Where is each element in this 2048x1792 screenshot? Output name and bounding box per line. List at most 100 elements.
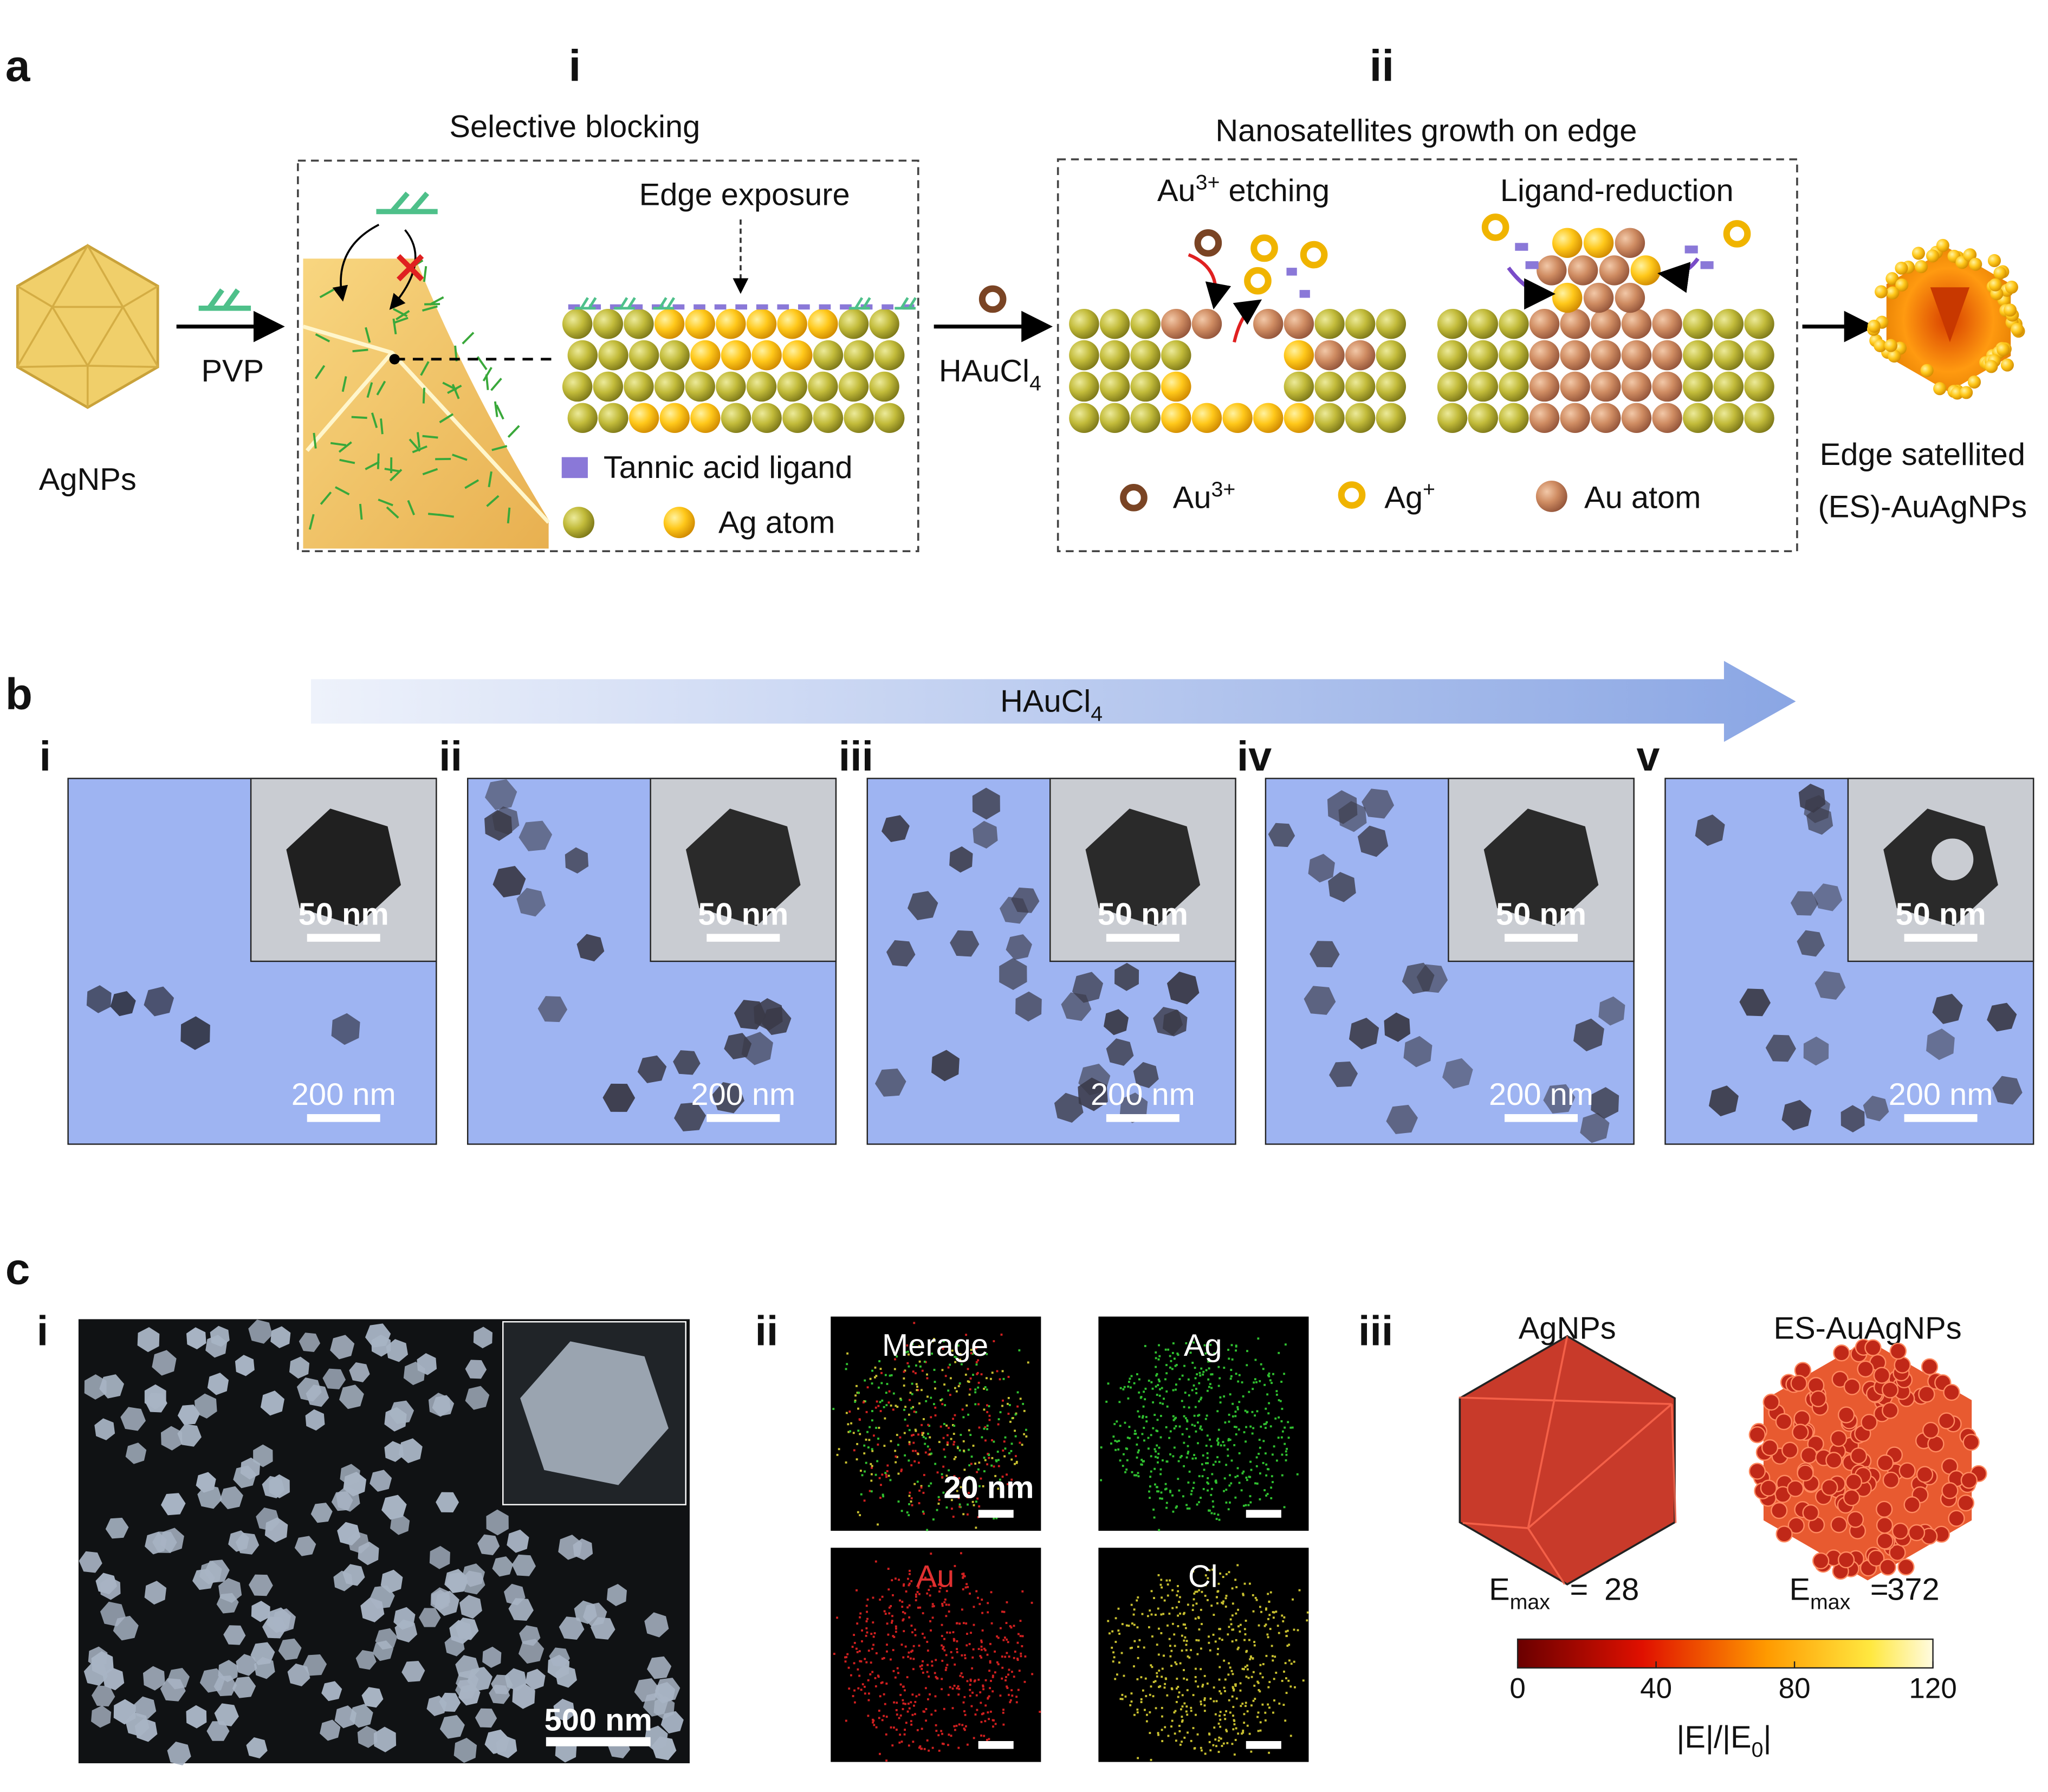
text-part: 200 nm [1489, 1077, 1593, 1112]
atom [1069, 340, 1099, 371]
signal [939, 1399, 942, 1401]
signal [1175, 1663, 1178, 1666]
signal [895, 1405, 897, 1407]
signal [1144, 1709, 1146, 1711]
sem-particle [435, 1590, 459, 1616]
sem-particle [160, 1493, 186, 1516]
signal [917, 1453, 919, 1455]
text-part: 200 nm [291, 1077, 396, 1112]
signal [836, 1453, 839, 1456]
signal [874, 1677, 877, 1679]
signal [1272, 1616, 1275, 1619]
signal [951, 1349, 954, 1352]
signal [1209, 1749, 1212, 1752]
satellite [1861, 1414, 1878, 1431]
signal [1215, 1479, 1217, 1482]
signal [1273, 1445, 1275, 1448]
text-part: AgNPs [39, 462, 137, 497]
signal [1196, 1421, 1199, 1424]
panel-label: b [5, 670, 33, 719]
signal [1203, 1704, 1206, 1707]
signal [1203, 1699, 1206, 1702]
signal [961, 1724, 964, 1726]
satellite [1868, 1549, 1885, 1567]
signal [989, 1687, 991, 1690]
signal [1283, 1506, 1286, 1509]
signal [890, 1440, 892, 1442]
signal [1177, 1354, 1179, 1356]
sem-particle [264, 1517, 288, 1543]
signal [988, 1670, 991, 1672]
signal [892, 1670, 895, 1672]
signal [902, 1619, 904, 1622]
ligand [895, 297, 917, 310]
signal [1261, 1703, 1264, 1706]
signal [1219, 1711, 1222, 1713]
satellite [1837, 1551, 1855, 1569]
signal [948, 1427, 950, 1429]
signal [1241, 1381, 1243, 1383]
signal [1217, 1722, 1220, 1725]
signal [1155, 1707, 1157, 1710]
signal [1285, 1677, 1287, 1680]
signal [967, 1586, 969, 1588]
pvp [384, 468, 400, 473]
signal [942, 1340, 945, 1343]
signal [1158, 1670, 1161, 1672]
label: Selective blocking [449, 109, 700, 144]
signal [926, 1529, 929, 1531]
signal [1236, 1648, 1239, 1651]
signal [956, 1640, 958, 1642]
signal [941, 1644, 943, 1647]
signal [1207, 1378, 1210, 1381]
signal [1247, 1504, 1250, 1506]
signal [976, 1709, 978, 1711]
numeral: ii [1370, 41, 1395, 90]
signal [1144, 1677, 1147, 1680]
signal [934, 1695, 937, 1698]
signal [892, 1635, 895, 1638]
atom [1529, 309, 1560, 339]
atom [1468, 309, 1498, 339]
atom [562, 309, 593, 339]
signal [1217, 1647, 1220, 1650]
signal [911, 1713, 914, 1716]
signal [1285, 1635, 1288, 1637]
signal [1192, 1598, 1195, 1601]
signal [1190, 1739, 1192, 1742]
signal [872, 1621, 874, 1623]
signal [989, 1661, 991, 1664]
signal [1143, 1427, 1145, 1429]
signal [1170, 1725, 1172, 1728]
signal [933, 1338, 935, 1340]
signal [1181, 1741, 1183, 1743]
signal [1285, 1631, 1287, 1633]
signal [910, 1500, 912, 1503]
signal [1278, 1351, 1280, 1354]
sem-particle [84, 1374, 107, 1400]
signal [908, 1353, 910, 1356]
signal [1206, 1389, 1209, 1392]
tannic [568, 304, 580, 310]
signal [931, 1664, 934, 1667]
sem-particle [79, 1551, 102, 1573]
signal [1150, 1685, 1152, 1688]
signal [1245, 1675, 1248, 1678]
signal [1161, 1596, 1163, 1599]
numeral: i [37, 1308, 48, 1355]
pvp [378, 499, 393, 507]
signal [929, 1436, 931, 1439]
signal [1136, 1373, 1138, 1375]
signal [911, 1693, 914, 1696]
signal [1186, 1419, 1188, 1422]
signal [909, 1392, 912, 1394]
signal [1110, 1442, 1112, 1445]
hotlines [1459, 1336, 1677, 1585]
sem-particle [262, 1476, 285, 1498]
signal [1195, 1680, 1197, 1683]
signal [1194, 1425, 1196, 1427]
signal [1162, 1654, 1165, 1657]
signal [899, 1436, 902, 1439]
sem-particle [465, 1386, 490, 1410]
signal [1137, 1451, 1139, 1454]
